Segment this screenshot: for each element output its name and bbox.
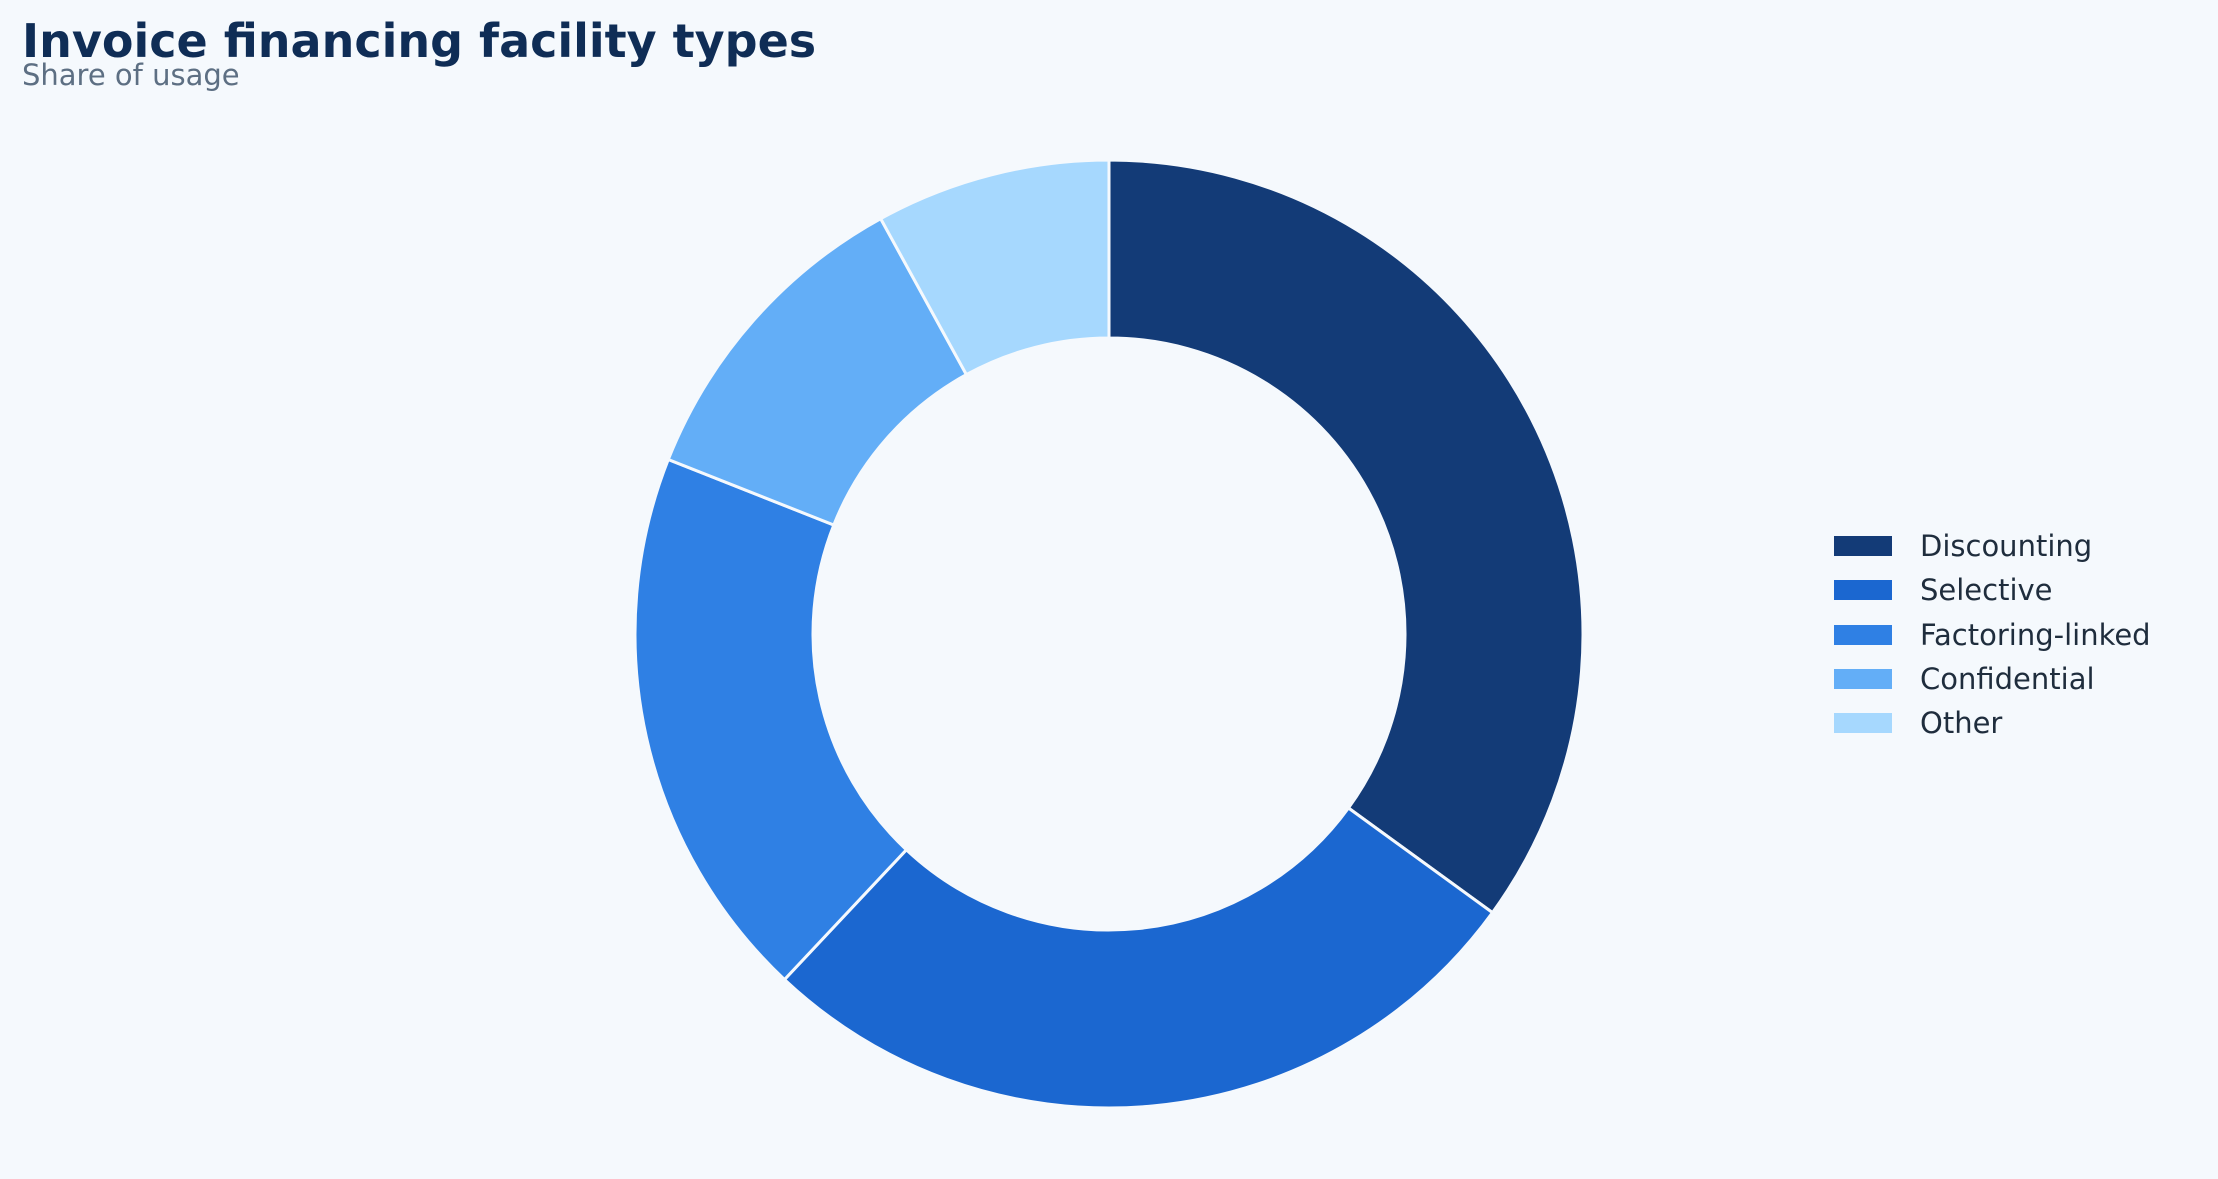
legend-label-other: Other xyxy=(1920,706,2003,741)
slice-factoring-linked[interactable] xyxy=(633,457,909,982)
legend-item-confidential[interactable]: Confidential xyxy=(1834,657,2151,701)
chart-subtitle: Share of usage xyxy=(22,58,240,92)
legend-swatch-confidential xyxy=(1834,669,1892,690)
legend-swatch-selective xyxy=(1834,580,1892,601)
chart-title: Invoice financing facility types xyxy=(22,14,817,68)
legend-label-selective: Selective xyxy=(1920,573,2053,608)
slice-other[interactable] xyxy=(878,158,1111,377)
legend-item-factoring-linked[interactable]: Factoring-linked xyxy=(1834,613,2151,657)
legend-label-confidential: Confidential xyxy=(1920,662,2095,697)
legend-item-discounting[interactable]: Discounting xyxy=(1834,524,2151,568)
slice-selective[interactable] xyxy=(782,805,1495,1110)
chart-legend: Discounting Selective Factoring-linked Conf… xyxy=(1834,524,2151,745)
legend-item-selective[interactable]: Selective xyxy=(1834,568,2151,612)
legend-swatch-other xyxy=(1834,713,1892,734)
legend-swatch-discounting xyxy=(1834,536,1892,557)
legend-label-factoring-linked: Factoring-linked xyxy=(1920,617,2151,652)
slice-discounting[interactable] xyxy=(1107,158,1585,915)
legend-item-other[interactable]: Other xyxy=(1834,701,2151,745)
donut-slices xyxy=(633,158,1585,1110)
legend-label-discounting: Discounting xyxy=(1920,529,2093,564)
legend-swatch-factoring-linked xyxy=(1834,624,1892,645)
